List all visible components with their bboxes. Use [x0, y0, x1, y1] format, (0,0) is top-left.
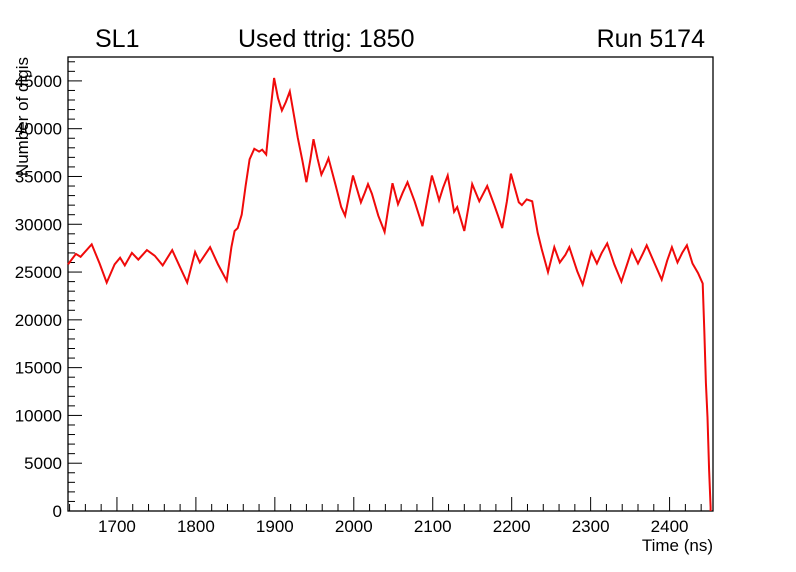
x-tick-label: 1900 — [256, 517, 294, 536]
y-tick-label: 5000 — [24, 454, 62, 473]
x-tick-label: 2100 — [414, 517, 452, 536]
pad-label-sl1: SL1 — [95, 25, 140, 53]
x-tick-label: 2300 — [572, 517, 610, 536]
x-tick-label: 2200 — [493, 517, 531, 536]
x-tick-label: 2400 — [651, 517, 689, 536]
run-number-label: Run 5174 — [596, 25, 705, 53]
series-polyline — [67, 77, 712, 511]
y-tick-label: 15000 — [15, 359, 62, 378]
y-tick-label: 0 — [53, 502, 62, 521]
x-axis-title: Time (ns) — [642, 536, 713, 555]
series-layer — [67, 77, 712, 511]
frame-layer — [67, 56, 714, 512]
y-tick-label: 20000 — [15, 311, 62, 330]
x-tick-label: 1800 — [177, 517, 215, 536]
y-tick-label: 10000 — [15, 406, 62, 425]
tick-label-layer: 1700 1800 1900 2000 2100 2200 2300 2400 0 5000 100… — [15, 72, 689, 536]
y-tick-label: 30000 — [15, 215, 62, 234]
plot-frame — [67, 56, 714, 512]
y-axis-title: Number of digis — [13, 57, 32, 176]
y-tick-label: 25000 — [15, 263, 62, 282]
y-tick-label: 40000 — [15, 120, 62, 139]
y-tick-label: 35000 — [15, 167, 62, 186]
x-tick-label: 2000 — [335, 517, 373, 536]
tick-layer — [68, 61, 702, 512]
y-tick-label: 45000 — [15, 72, 62, 91]
x-tick-label: 1700 — [98, 517, 136, 536]
chart-title: Used ttrig: 1850 — [238, 25, 415, 53]
